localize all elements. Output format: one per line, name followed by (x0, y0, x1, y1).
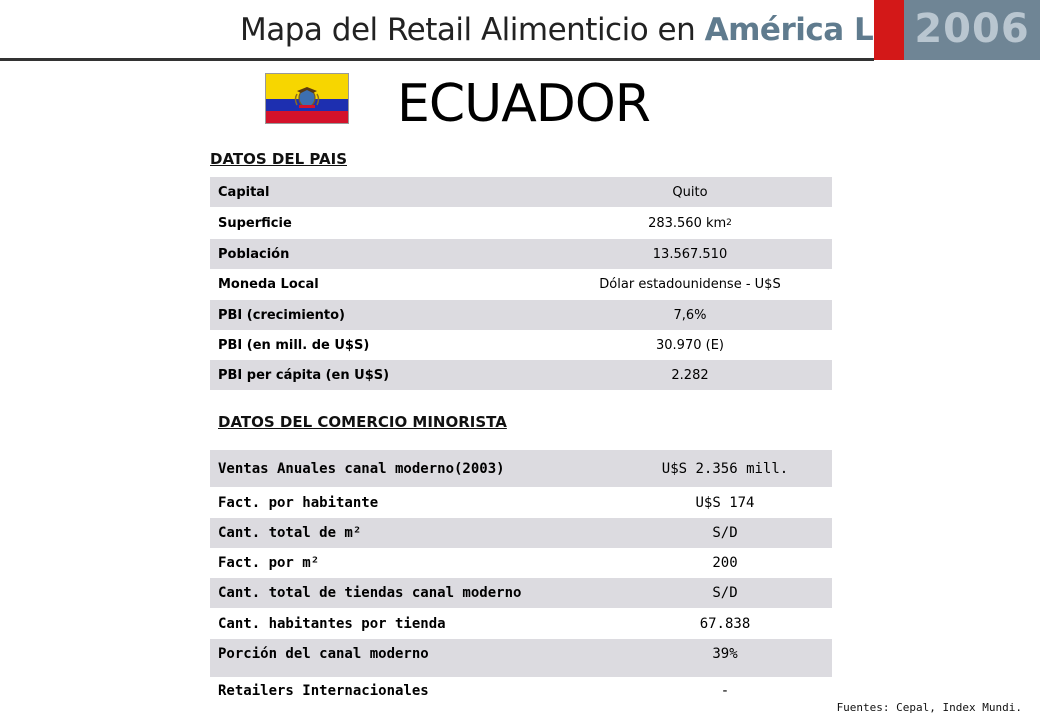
row-value-sup: 2 (726, 218, 732, 228)
row-label: Fact. por habitante (218, 494, 379, 511)
table-row: Superficie 283.560 km 2 (210, 207, 832, 239)
ecuador-flag-icon (265, 73, 349, 124)
header-title-main: Mapa del Retail Alimenticio en (240, 12, 696, 48)
table-row: PBI per cápita (en U$S) 2.282 (210, 360, 832, 390)
row-label: Capital (218, 184, 270, 200)
table-row: Cant. total de tiendas canal moderno S/D (210, 578, 832, 608)
row-value: U$S 174 (695, 494, 755, 511)
row-value: Dólar estadounidense - U$S (599, 277, 781, 292)
row-label: Población (218, 246, 290, 262)
row-label: Cant. total de tiendas canal moderno (218, 585, 522, 601)
country-name: ECUADOR (397, 74, 651, 134)
section-title-datos-pais: DATOS DEL PAIS (210, 150, 347, 168)
table-row: Capital Quito (210, 177, 832, 207)
table-row: Población 13.567.510 (210, 239, 832, 269)
row-label: PBI (crecimiento) (218, 307, 345, 323)
header-rule (0, 58, 874, 61)
table-row: Cant. habitantes por tienda 67.838 (210, 608, 832, 639)
row-value: S/D (712, 525, 738, 541)
year-label: 2006 (914, 6, 1030, 52)
row-value: 7,6% (673, 307, 707, 323)
year-block: 2006 (904, 0, 1040, 60)
table-row: Fact. por habitante U$S 174 (210, 487, 832, 518)
section-title-datos-comercio: DATOS DEL COMERCIO MINORISTA (218, 413, 507, 431)
table-row: Ventas Anuales canal moderno(2003) U$S 2… (210, 450, 832, 487)
table-row: Retailers Internacionales - (210, 677, 832, 704)
row-value: S/D (712, 585, 738, 601)
row-label: Fact. por m² (218, 555, 320, 571)
row-value: - (720, 682, 730, 699)
table-row: Moneda Local Dólar estadounidense - U$S (210, 269, 832, 300)
row-value: 13.567.510 (652, 246, 728, 262)
row-value: U$S 2.356 mill. (661, 460, 789, 477)
table-row: Cant. total de m² S/D (210, 518, 832, 548)
table-row: Porción del canal moderno 39% (210, 639, 832, 677)
row-value: 2.282 (671, 367, 709, 383)
row-label: Cant. habitantes por tienda (218, 615, 446, 632)
sources-note: Fuentes: Cepal, Index Mundi. (836, 701, 1022, 714)
header-title: Mapa del Retail Alimenticio en América L… (240, 12, 961, 48)
table-row: Fact. por m² 200 (210, 548, 832, 578)
row-label: PBI (en mill. de U$S) (218, 337, 370, 353)
row-value: 39% (712, 646, 738, 662)
row-label: Retailers Internacionales (218, 682, 429, 699)
header-red-block (874, 0, 904, 60)
row-value: 67.838 (699, 615, 751, 632)
row-value: Quito (672, 184, 708, 200)
row-value: 30.970 (E) (656, 337, 724, 353)
row-label: Superficie (218, 215, 292, 231)
row-label: PBI per cápita (en U$S) (218, 367, 390, 383)
table-row: PBI (en mill. de U$S) 30.970 (E) (210, 330, 832, 360)
row-label: Porción del canal moderno (218, 646, 429, 662)
row-value: 283.560 km 2 (615, 207, 765, 239)
row-label: Cant. total de m² (218, 525, 362, 541)
row-label: Ventas Anuales canal moderno(2003) (218, 460, 505, 477)
table-row: PBI (crecimiento) 7,6% (210, 300, 832, 330)
row-label: Moneda Local (218, 277, 319, 292)
row-value-text: 283.560 km (648, 215, 727, 231)
row-value: 200 (712, 555, 738, 571)
